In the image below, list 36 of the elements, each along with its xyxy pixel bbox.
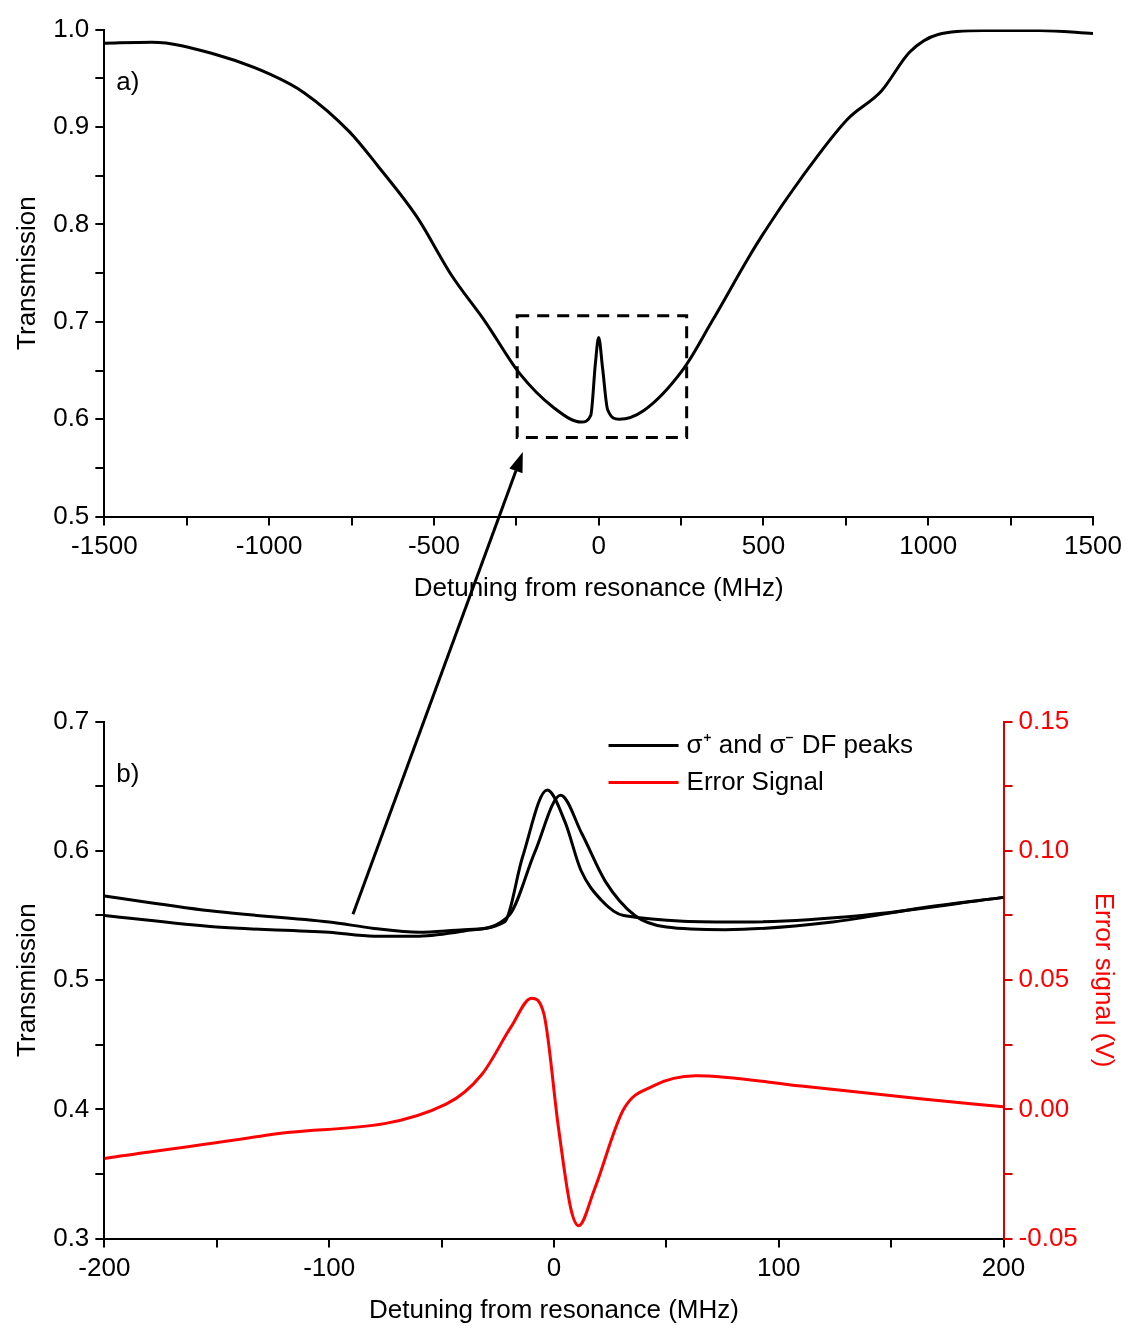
y2-tick-label: 0.10 xyxy=(1018,834,1070,865)
x-tick-label: 0 xyxy=(591,530,606,561)
y-axis-title: Transmission xyxy=(10,903,41,1057)
x-tick-label: 0 xyxy=(546,1252,562,1283)
annotation: b) xyxy=(116,757,140,788)
x-tick-label: 1500 xyxy=(1064,530,1122,561)
x-tick-label: -500 xyxy=(407,530,460,561)
annotation: a) xyxy=(116,65,140,96)
y2-tick-label: 0.00 xyxy=(1018,1092,1070,1123)
y2-tick-label: 0.15 xyxy=(1018,704,1070,735)
x-tick-label: -100 xyxy=(303,1252,356,1283)
y-tick-label: 1.0 xyxy=(53,12,90,43)
y-tick-label: 0.6 xyxy=(53,834,90,865)
y-tick-label: 0.5 xyxy=(53,499,90,530)
y-tick-label: 0.5 xyxy=(53,963,90,994)
legend-label: σ⁺ and σ⁻ DF peaks xyxy=(686,728,913,759)
x-tick-label: 100 xyxy=(757,1252,801,1283)
y-tick-label: 0.3 xyxy=(53,1221,90,1252)
y-tick-label: 0.7 xyxy=(53,304,90,335)
legend-label: Error Signal xyxy=(686,765,824,796)
y-axis-title: Transmission xyxy=(10,196,41,350)
x-tick-label: -200 xyxy=(78,1252,131,1283)
y-tick-label: 0.9 xyxy=(53,110,90,141)
y2-tick-label: 0.05 xyxy=(1018,963,1070,994)
x-tick-label: -1500 xyxy=(71,530,138,561)
x-tick-label: 200 xyxy=(981,1252,1026,1283)
x-tick-label: 1000 xyxy=(899,530,958,561)
x-tick-label: -1000 xyxy=(235,530,303,561)
x-axis-title: Detuning from resonance (MHz) xyxy=(368,1293,739,1324)
y-tick-label: 0.7 xyxy=(53,704,90,735)
y-tick-label: 0.8 xyxy=(53,207,90,238)
x-tick-label: 500 xyxy=(741,530,786,561)
y-tick-label: 0.4 xyxy=(53,1092,90,1123)
y2-tick-label: -0.05 xyxy=(1018,1221,1078,1252)
y-tick-label: 0.6 xyxy=(53,402,90,433)
y2-axis-title: Error signal (V) xyxy=(1090,892,1121,1068)
